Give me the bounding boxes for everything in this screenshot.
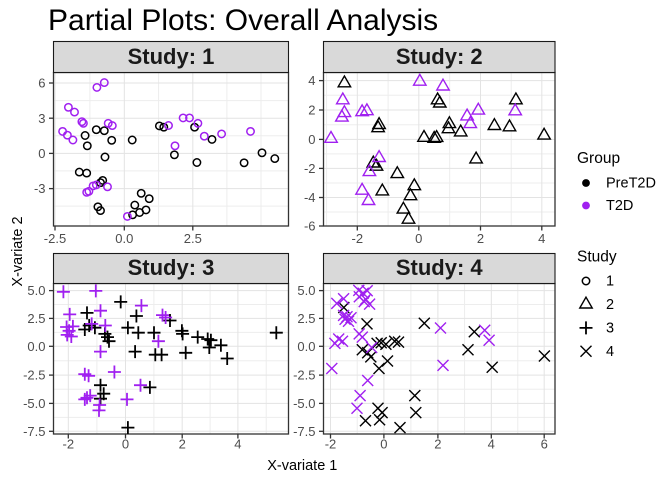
svg-text:-2.5: -2.5 xyxy=(293,368,315,383)
svg-text:3: 3 xyxy=(38,111,45,126)
svg-text:-2.5: -2.5 xyxy=(23,368,45,383)
svg-text:X-variate 2: X-variate 2 xyxy=(10,216,26,286)
svg-text:X-variate 1: X-variate 1 xyxy=(267,458,337,474)
svg-text:4: 4 xyxy=(488,437,495,452)
svg-text:-5.0: -5.0 xyxy=(293,396,315,411)
svg-text:Study: 1: Study: 1 xyxy=(128,44,215,69)
svg-text:5.0: 5.0 xyxy=(27,283,45,298)
svg-text:PreT2D: PreT2D xyxy=(606,176,656,192)
svg-text:0: 0 xyxy=(380,437,387,452)
svg-text:3: 3 xyxy=(606,320,614,336)
svg-text:0: 0 xyxy=(308,132,315,147)
svg-text:Study: Study xyxy=(577,249,617,266)
svg-text:Group: Group xyxy=(577,150,620,167)
svg-text:-2.5: -2.5 xyxy=(44,231,66,246)
svg-text:1: 1 xyxy=(606,274,614,290)
svg-text:0.0: 0.0 xyxy=(27,339,45,354)
svg-text:0: 0 xyxy=(38,146,45,161)
svg-text:Study: 2: Study: 2 xyxy=(396,44,483,69)
svg-text:2: 2 xyxy=(477,231,484,246)
svg-text:0: 0 xyxy=(122,437,129,452)
svg-text:4: 4 xyxy=(606,344,614,360)
svg-text:0.0: 0.0 xyxy=(115,231,133,246)
svg-text:2: 2 xyxy=(434,437,441,452)
svg-text:-2: -2 xyxy=(325,437,337,452)
svg-text:-7.5: -7.5 xyxy=(293,424,315,439)
svg-text:2.5: 2.5 xyxy=(297,311,315,326)
svg-text:2: 2 xyxy=(179,437,186,452)
svg-text:-2: -2 xyxy=(304,161,316,176)
svg-text:2: 2 xyxy=(308,103,315,118)
svg-text:-3: -3 xyxy=(34,181,46,196)
svg-text:T2D: T2D xyxy=(606,198,633,214)
svg-text:4: 4 xyxy=(308,73,315,88)
svg-text:Study: 3: Study: 3 xyxy=(128,255,215,280)
svg-text:Partial Plots: Overall Analysi: Partial Plots: Overall Analysis xyxy=(48,4,438,37)
svg-text:0: 0 xyxy=(415,231,422,246)
svg-text:-2: -2 xyxy=(63,437,75,452)
svg-text:-2: -2 xyxy=(352,231,364,246)
svg-text:4: 4 xyxy=(538,231,545,246)
svg-text:-7.5: -7.5 xyxy=(23,424,45,439)
svg-text:-5.0: -5.0 xyxy=(23,396,45,411)
svg-text:5.0: 5.0 xyxy=(297,283,315,298)
svg-text:Study: 4: Study: 4 xyxy=(396,255,484,280)
svg-text:-4: -4 xyxy=(304,190,316,205)
svg-text:6: 6 xyxy=(541,437,548,452)
svg-text:2.5: 2.5 xyxy=(27,311,45,326)
svg-text:2: 2 xyxy=(606,297,614,313)
svg-text:4: 4 xyxy=(234,437,241,452)
svg-text:0.0: 0.0 xyxy=(297,339,315,354)
svg-text:-6: -6 xyxy=(304,219,316,234)
svg-text:6: 6 xyxy=(38,76,45,91)
svg-text:2.5: 2.5 xyxy=(184,231,202,246)
